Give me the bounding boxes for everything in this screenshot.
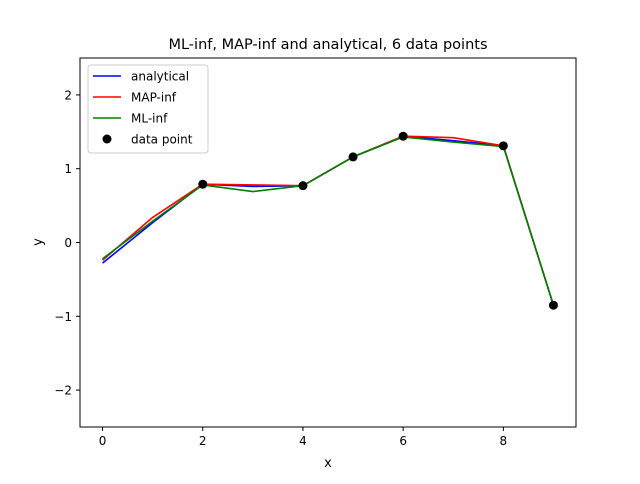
y-tick-label: −2 xyxy=(54,384,72,398)
legend-label: data point xyxy=(131,133,193,147)
x-tick-label: 0 xyxy=(99,434,107,448)
legend: analytical MAP-inf ML-inf data point xyxy=(87,64,209,154)
data-point-marker xyxy=(348,152,358,162)
legend-label: analytical xyxy=(131,70,189,84)
y-tick-label: 2 xyxy=(64,88,72,102)
x-axis-ticks: 0 2 4 6 8 xyxy=(99,427,507,448)
series-line-ml-inf xyxy=(102,136,555,306)
y-tick-label: 1 xyxy=(64,162,72,176)
chart-title: ML-inf, MAP-inf and analytical, 6 data p… xyxy=(168,37,487,53)
y-axis-label: y xyxy=(31,238,46,246)
y-axis-ticks: −2 −1 0 1 2 xyxy=(54,88,80,398)
data-point-marker xyxy=(198,179,208,189)
plot-area xyxy=(102,131,558,310)
x-tick-label: 2 xyxy=(199,434,207,448)
x-tick-label: 4 xyxy=(299,434,307,448)
data-point-marker xyxy=(548,300,558,310)
y-tick-label: 0 xyxy=(64,236,72,250)
data-point-marker xyxy=(298,181,308,191)
x-tick-label: 8 xyxy=(500,434,508,448)
y-tick-label: −1 xyxy=(54,310,72,324)
data-point-marker xyxy=(398,131,408,141)
legend-label: MAP-inf xyxy=(131,91,177,105)
x-tick-label: 6 xyxy=(399,434,407,448)
data-point-marker xyxy=(498,141,508,151)
legend-label: ML-inf xyxy=(131,112,168,126)
legend-box xyxy=(87,64,209,154)
legend-marker-swatch xyxy=(102,134,112,144)
x-axis-label: x xyxy=(324,456,332,471)
